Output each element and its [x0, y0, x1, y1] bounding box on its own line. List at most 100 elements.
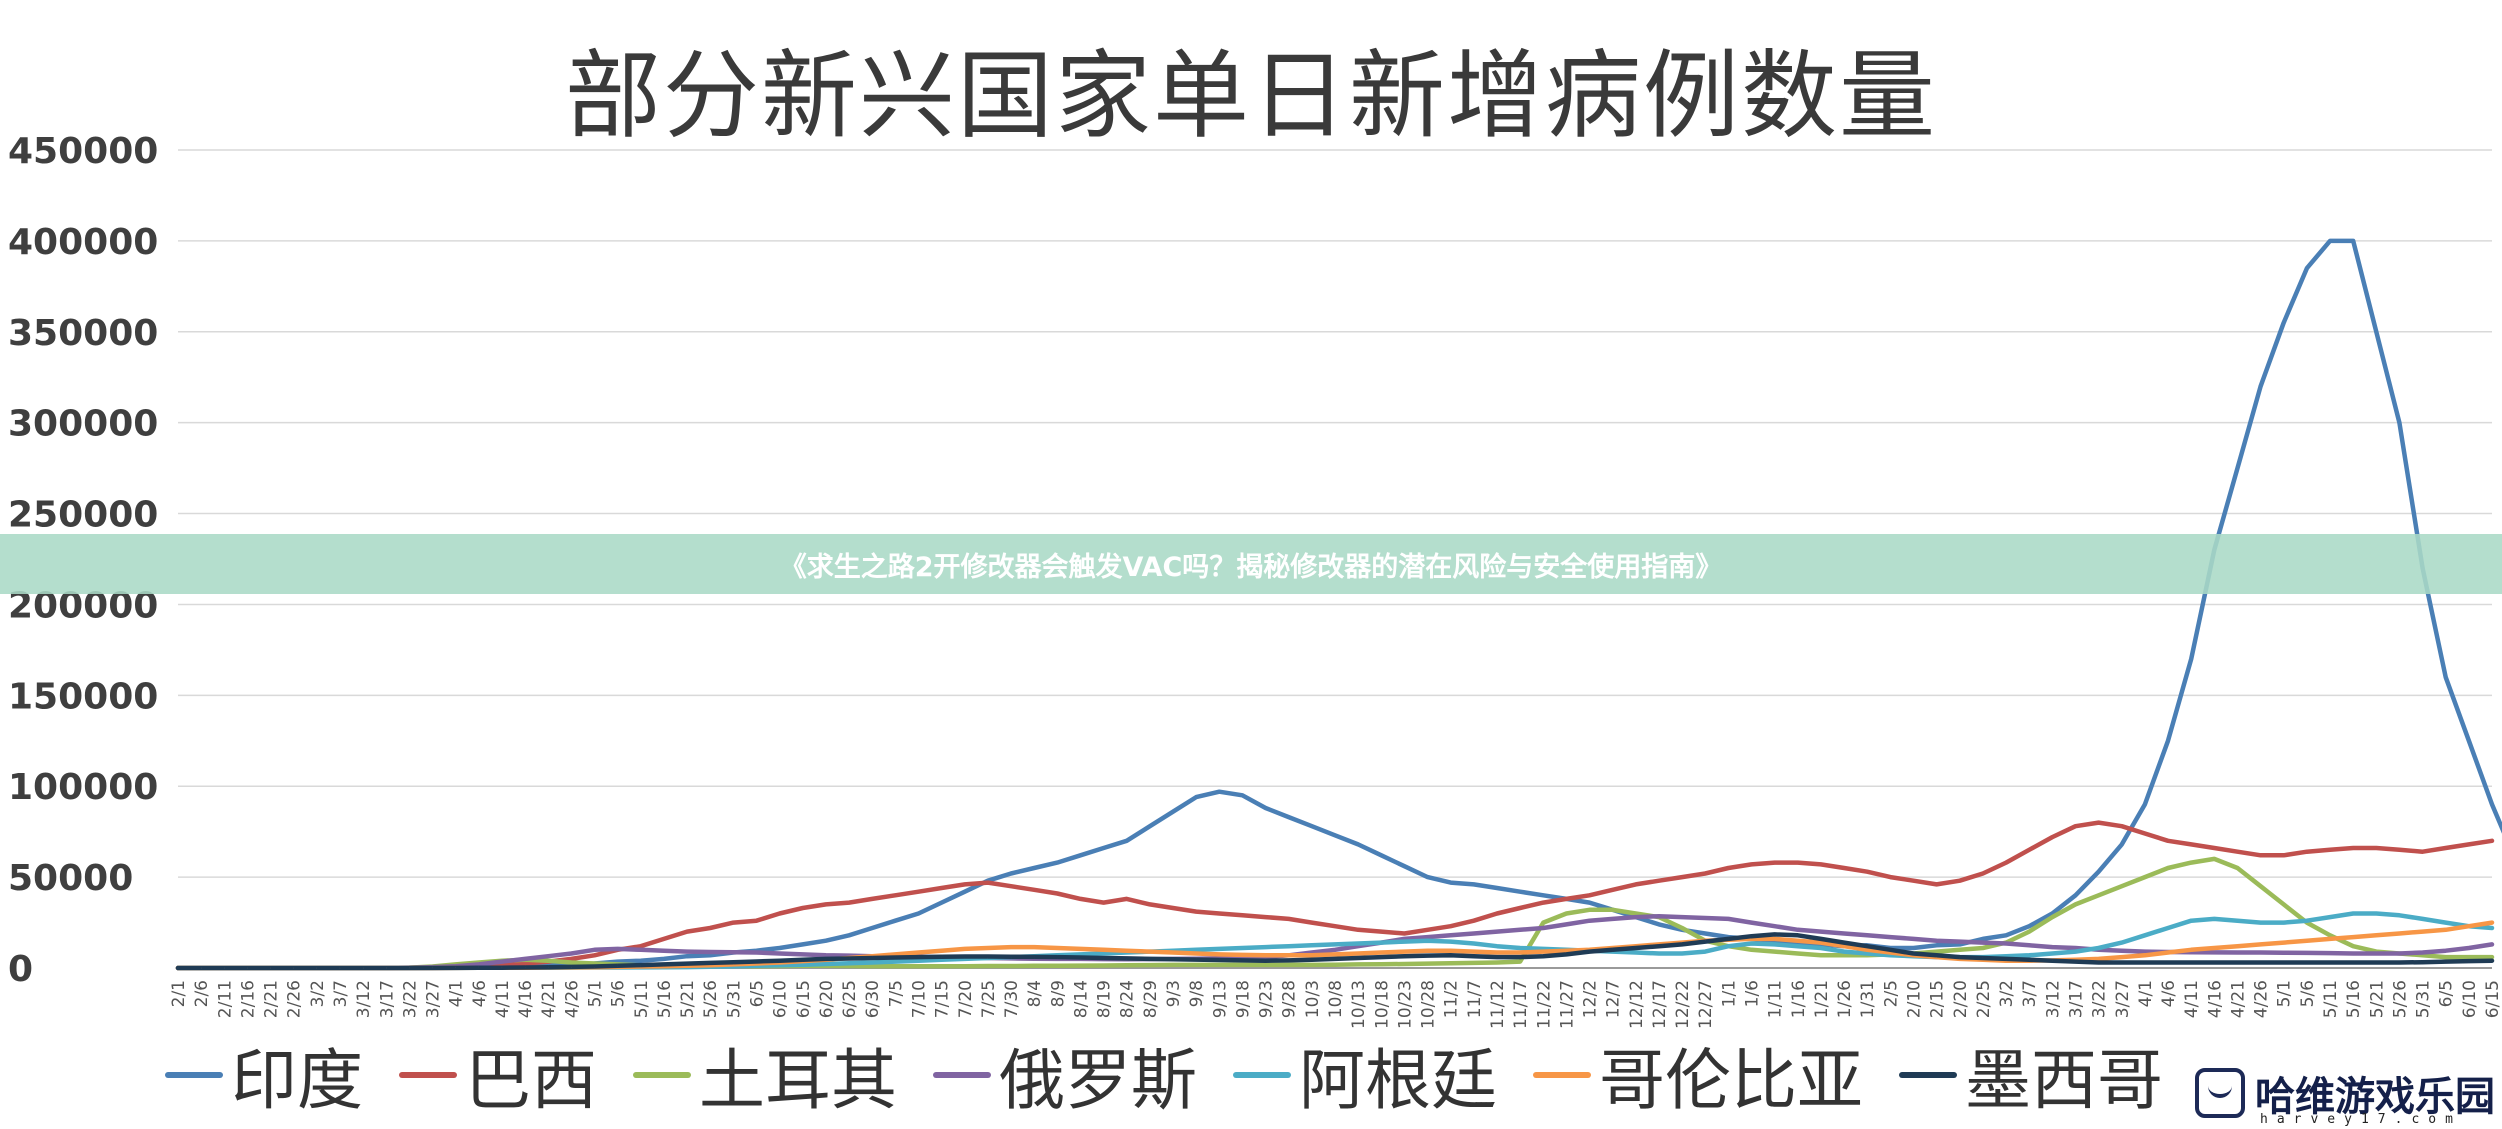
y-tick-label: 300000 — [8, 404, 158, 445]
x-tick-label: 2/10 — [1905, 980, 1925, 1018]
legend-swatch — [1899, 1072, 1957, 1078]
x-tick-label: 4/1 — [447, 980, 467, 1007]
x-tick-label: 5/11 — [632, 980, 652, 1018]
x-tick-label: 6/15 — [794, 980, 814, 1018]
x-tick-label: 5/1 — [2275, 980, 2295, 1007]
legend-label: 印度 — [231, 1042, 363, 1119]
chart-title: 部分新兴国家单日新增病例数量 — [565, 40, 1937, 152]
x-tick-label: 5/21 — [678, 980, 698, 1018]
legend-item: 印度 — [165, 1027, 363, 1123]
legend-item: 哥伦比亚 — [1533, 1027, 1863, 1123]
legend-label: 巴西 — [465, 1042, 597, 1119]
x-tick-label: 2/26 — [285, 980, 305, 1018]
x-tick-label: 4/16 — [516, 980, 536, 1018]
x-tick-label: 2/15 — [1928, 980, 1948, 1018]
legend-swatch — [633, 1072, 691, 1078]
x-tick-label: 2/5 — [1881, 980, 1901, 1007]
x-tick-label: 8/14 — [1071, 980, 1091, 1018]
x-tick-label: 5/16 — [655, 980, 675, 1018]
legend-swatch — [1533, 1072, 1591, 1078]
x-tick-label: 3/12 — [2043, 980, 2063, 1018]
x-tick-label: 6/25 — [840, 980, 860, 1018]
x-tick-label: 1/1 — [1719, 980, 1739, 1007]
y-tick-label: 250000 — [8, 495, 158, 536]
legend-label: 俄罗斯 — [999, 1042, 1197, 1119]
x-tick-label: 9/28 — [1280, 980, 1300, 1018]
x-tick-label: 12/17 — [1650, 980, 1670, 1029]
y-tick-label: 450000 — [8, 131, 158, 172]
x-tick-label: 7/20 — [956, 980, 976, 1018]
x-tick-label: 3/7 — [2020, 980, 2040, 1007]
x-tick-label: 3/2 — [308, 980, 328, 1007]
x-tick-label: 12/2 — [1581, 980, 1601, 1018]
y-axis-ticks: 0500001000001500002000002500003000003500… — [8, 131, 158, 990]
y-tick-label: 50000 — [8, 858, 133, 899]
x-tick-label: 2/25 — [1974, 980, 1994, 1018]
legend-swatch — [165, 1072, 223, 1078]
x-tick-label: 3/17 — [2066, 980, 2086, 1018]
legend-swatch — [1233, 1072, 1291, 1078]
x-tick-label: 9/8 — [1187, 980, 1207, 1007]
legend-item: 俄罗斯 — [933, 1027, 1197, 1123]
x-tick-label: 3/27 — [424, 980, 444, 1018]
banner-text[interactable]: 《求生之路2开修改器会触发VAC吗？揭秘修改器的潜在风险与安全使用指南》 — [779, 551, 1723, 583]
x-tick-label: 8/19 — [1095, 980, 1115, 1018]
x-tick-label: 3/2 — [1997, 980, 2017, 1007]
x-tick-label: 7/15 — [933, 980, 953, 1018]
y-tick-label: 350000 — [8, 313, 158, 354]
x-tick-label: 10/3 — [1303, 980, 1323, 1018]
x-tick-label: 11/7 — [1465, 980, 1485, 1018]
x-tick-label: 11/27 — [1557, 980, 1577, 1029]
x-tick-label: 2/16 — [238, 980, 258, 1018]
x-tick-label: 5/31 — [724, 980, 744, 1018]
x-tick-label: 2/20 — [1951, 980, 1971, 1018]
legend-item: 阿根廷 — [1233, 1027, 1497, 1123]
x-tick-label: 8/4 — [1025, 980, 1045, 1007]
x-tick-label: 11/2 — [1442, 980, 1462, 1018]
x-tick-label: 5/11 — [2321, 980, 2341, 1018]
x-tick-label: 1/11 — [1766, 980, 1786, 1018]
x-tick-label: 5/6 — [609, 980, 629, 1007]
x-tick-label: 4/21 — [539, 980, 559, 1018]
x-tick-label: 5/16 — [2344, 980, 2364, 1018]
x-tick-label: 10/8 — [1326, 980, 1346, 1018]
x-tick-label: 1/31 — [1858, 980, 1878, 1018]
legend-item: 土耳其 — [633, 1027, 897, 1123]
x-tick-label: 2/21 — [262, 980, 282, 1018]
legend-label: 阿根廷 — [1299, 1042, 1497, 1119]
x-tick-label: 2/11 — [215, 980, 235, 1018]
x-tick-label: 11/17 — [1511, 980, 1531, 1029]
x-tick-label: 8/29 — [1141, 980, 1161, 1018]
x-tick-label: 2/6 — [192, 980, 212, 1007]
legend-swatch — [399, 1072, 457, 1078]
x-tick-label: 9/13 — [1210, 980, 1230, 1018]
site-watermark: 哈维游戏乐园 — [2195, 1064, 2499, 1122]
x-tick-label: 6/15 — [2483, 980, 2502, 1018]
x-tick-label: 5/1 — [586, 980, 606, 1007]
article-title-banner[interactable]: 《求生之路2开修改器会触发VAC吗？揭秘修改器的潜在风险与安全使用指南》 — [0, 534, 2502, 594]
y-tick-label: 0 — [8, 949, 33, 990]
legend-swatch — [933, 1072, 991, 1078]
x-tick-label: 7/25 — [979, 980, 999, 1018]
x-tick-label: 4/26 — [2252, 980, 2272, 1018]
x-tick-label: 11/22 — [1534, 980, 1554, 1029]
y-tick-label: 150000 — [8, 676, 158, 717]
chart-legend: 印度 巴西 土耳其 俄罗斯 阿根廷 哥伦比亚 墨西哥 — [165, 1030, 2199, 1120]
x-tick-label: 1/16 — [1789, 980, 1809, 1018]
x-tick-label: 4/26 — [562, 980, 582, 1018]
x-tick-label: 4/1 — [2136, 980, 2156, 1007]
x-tick-label: 3/27 — [2113, 980, 2133, 1018]
x-tick-label: 7/10 — [909, 980, 929, 1018]
x-tick-label: 9/18 — [1233, 980, 1253, 1018]
x-tick-label: 10/28 — [1419, 980, 1439, 1029]
x-tick-label: 3/12 — [354, 980, 374, 1018]
x-tick-label: 1/26 — [1835, 980, 1855, 1018]
x-tick-label: 4/11 — [2182, 980, 2202, 1018]
x-tick-label: 4/21 — [2228, 980, 2248, 1018]
x-tick-label: 6/5 — [2437, 980, 2457, 1007]
x-tick-label: 4/6 — [2159, 980, 2179, 1007]
gamepad-icon — [2195, 1068, 2245, 1118]
x-tick-label: 5/26 — [701, 980, 721, 1018]
x-tick-label: 6/5 — [748, 980, 768, 1007]
